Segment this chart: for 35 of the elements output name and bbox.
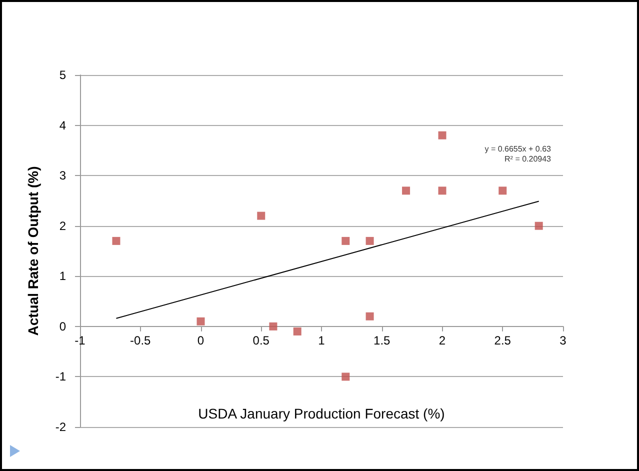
point bbox=[534, 222, 543, 230]
annotation: y = 0.6655x + 0.63 bbox=[484, 144, 552, 154]
point bbox=[402, 186, 410, 195]
point bbox=[112, 236, 120, 245]
point bbox=[342, 372, 350, 381]
y-tick-label: -2 bbox=[55, 420, 66, 434]
x-tick-label: 0 bbox=[197, 333, 204, 348]
x-tick-label: 1 bbox=[318, 333, 326, 348]
point bbox=[438, 131, 446, 140]
y-tick-label: 3 bbox=[59, 168, 66, 183]
x-tick-label: 3 bbox=[560, 333, 567, 348]
y-tick-label: 1 bbox=[59, 269, 66, 284]
y-tick-label: -1 bbox=[55, 370, 66, 384]
point bbox=[366, 312, 374, 320]
y-tick-label: 0 bbox=[59, 319, 66, 334]
y-tick-label: 5 bbox=[59, 68, 66, 82]
point bbox=[498, 186, 507, 195]
point bbox=[196, 317, 205, 326]
x-tick-label: 1.5 bbox=[374, 333, 391, 348]
point bbox=[342, 236, 350, 245]
x-tick-label: -1 bbox=[74, 333, 86, 348]
point bbox=[257, 212, 266, 220]
y-tick-label: 4 bbox=[59, 118, 66, 132]
annotation: R² = 0.20943 bbox=[504, 154, 552, 164]
point bbox=[366, 236, 374, 245]
x-tick-label: -0.5 bbox=[130, 333, 152, 348]
point bbox=[269, 322, 278, 330]
y-axis-title: Actual Rate of Output (%) bbox=[25, 166, 41, 336]
y-tick-label: 2 bbox=[59, 218, 66, 233]
x-tick-label: 2 bbox=[438, 333, 446, 348]
x-tick-label: 2.5 bbox=[494, 333, 512, 348]
x-tick-label: 0.5 bbox=[252, 333, 270, 348]
x-axis-title: USDA January Production Forecast (%) bbox=[198, 405, 445, 422]
point bbox=[293, 327, 302, 336]
point bbox=[438, 186, 446, 195]
